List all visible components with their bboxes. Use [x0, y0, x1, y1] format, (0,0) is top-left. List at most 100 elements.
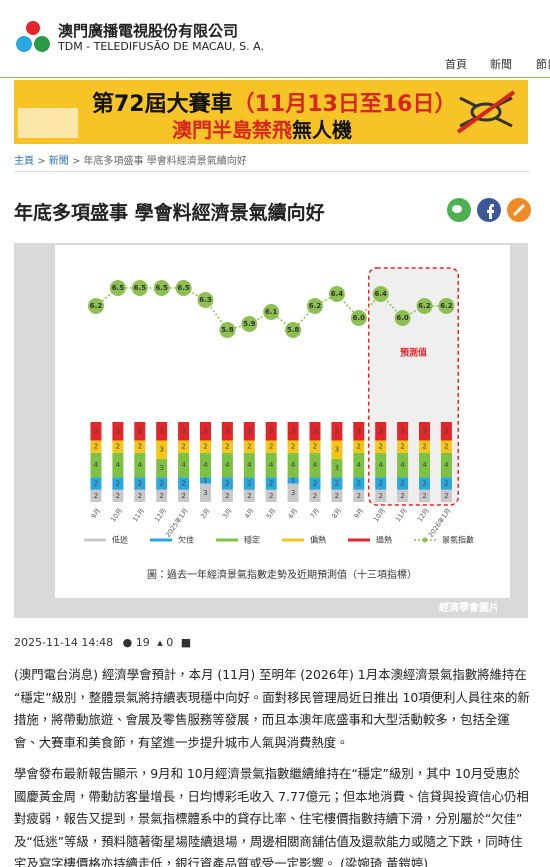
data-label: 2 [138, 443, 142, 451]
data-label: 6.0 [353, 314, 366, 322]
banner-text: 無人機 [292, 118, 352, 142]
data-label: 2 [116, 480, 120, 488]
bar-segment [200, 477, 211, 484]
data-label: 4 [181, 461, 186, 469]
data-label: 2 [247, 492, 251, 500]
data-label: 3 [291, 427, 295, 435]
annotation: 預測值 [400, 347, 427, 359]
bar-segment [287, 477, 299, 484]
bar-segment [287, 440, 299, 453]
bar-segment [309, 440, 321, 453]
banner-subtitle: 澳門半島禁飛無人機 [172, 114, 352, 143]
divider [14, 171, 530, 172]
bar-segment [265, 440, 277, 453]
bar-segment [440, 452, 452, 478]
bar-segment [265, 452, 277, 478]
index-point [263, 304, 280, 320]
report-icon[interactable]: ■ [180, 636, 192, 649]
bar-segment [221, 477, 233, 490]
breadcrumb-link[interactable]: 新聞 [48, 156, 69, 167]
bar-segment [134, 452, 146, 478]
data-label: 4 [269, 461, 274, 469]
icon [452, 205, 462, 213]
bar-segment [440, 422, 452, 441]
index-point [438, 298, 455, 314]
bar-segment [353, 440, 365, 453]
data-label: 4 [116, 461, 121, 469]
data-label: 2 [357, 480, 361, 488]
nav-link[interactable]: 首頁 [445, 58, 467, 71]
data-label: 2 [269, 492, 273, 500]
bar-segment [178, 452, 190, 478]
bar-segment [375, 440, 387, 453]
data-label: 6.5 [134, 284, 147, 292]
legend-label: 偏熱 [310, 535, 326, 545]
banner-logo [18, 108, 78, 138]
data-label: 6.2 [309, 302, 322, 310]
data-label: 2 [422, 480, 426, 488]
index-point [131, 280, 148, 296]
data-label: 2 [94, 480, 98, 488]
data-label: 3 [138, 427, 142, 435]
bar-segment [112, 422, 124, 441]
legend-label: 欠佳 [178, 535, 194, 545]
index-point [175, 280, 192, 296]
bar-segment [287, 452, 299, 478]
data-label: 2 [400, 492, 404, 500]
bar-segment [90, 477, 102, 490]
views: 19 [135, 636, 150, 649]
data-label: 4 [247, 461, 252, 469]
bar-segment [375, 422, 387, 441]
data-label: 2 [225, 480, 229, 488]
bar-segment [265, 422, 277, 441]
data-label: 2 [313, 492, 317, 500]
bar-segment [243, 440, 255, 453]
data-label: 4 [138, 461, 143, 469]
nav-link[interactable]: 節目 [536, 58, 550, 71]
bar-segment [440, 440, 452, 453]
data-label: 2 [159, 480, 163, 488]
company-name-pt: TDM - TELEDIFUSÃO DE MACAU, S. A. [58, 40, 264, 53]
bar-segment [397, 489, 409, 502]
bar-segment [309, 452, 321, 478]
data-label: 3 [116, 427, 120, 435]
bar-segment [156, 458, 168, 478]
data-label: 3 [335, 464, 339, 472]
bar-segment [353, 489, 365, 502]
data-label: 6.5 [177, 284, 190, 292]
bar-segment [200, 422, 211, 441]
data-label: 2 [291, 443, 295, 451]
bar-segment [287, 483, 299, 502]
bar-segment [90, 440, 102, 453]
bar-segment [243, 489, 255, 502]
bar-segment [353, 477, 365, 490]
breadcrumb-link[interactable]: 主頁 [14, 156, 34, 167]
bar-segment [331, 489, 343, 502]
data-label: 2 [400, 480, 404, 488]
data-label: 4 [225, 461, 230, 469]
legend-label: 景氣指數 [442, 535, 474, 545]
nav-link[interactable]: 新聞 [490, 58, 512, 71]
bar-segment [90, 452, 102, 478]
data-label: 5.9 [243, 320, 256, 328]
banner-title: 第72屆大賽車（11月13日至16日） [92, 86, 456, 118]
banner[interactable]: 第72屆大賽車（11月13日至16日） 澳門半島禁飛無人機 [14, 80, 528, 144]
data-label: 6.5 [155, 284, 168, 292]
bar-segment [156, 422, 168, 441]
data-label: 2 [181, 480, 185, 488]
bar-segment [134, 440, 146, 453]
paragraph: 學會發布最新報告顯示，9月和 10月經濟景氣指數繼續維持在“穩定”級別，其中 1… [14, 766, 529, 867]
legend-label: 過熱 [376, 535, 392, 545]
like-icon[interactable]: ▴ [157, 636, 163, 649]
bar-segment [419, 489, 430, 502]
bar-segment [353, 422, 365, 441]
logo[interactable] [14, 18, 52, 56]
data-label: 3 [400, 427, 404, 435]
bar-segment [221, 489, 233, 502]
bar-segment [397, 422, 409, 441]
bar-segment [112, 477, 124, 490]
data-label: 3 [357, 427, 361, 435]
banner-text: 第72屆大賽車 [92, 92, 233, 117]
breadcrumb-separator: > [37, 156, 46, 167]
index-point [285, 322, 302, 338]
